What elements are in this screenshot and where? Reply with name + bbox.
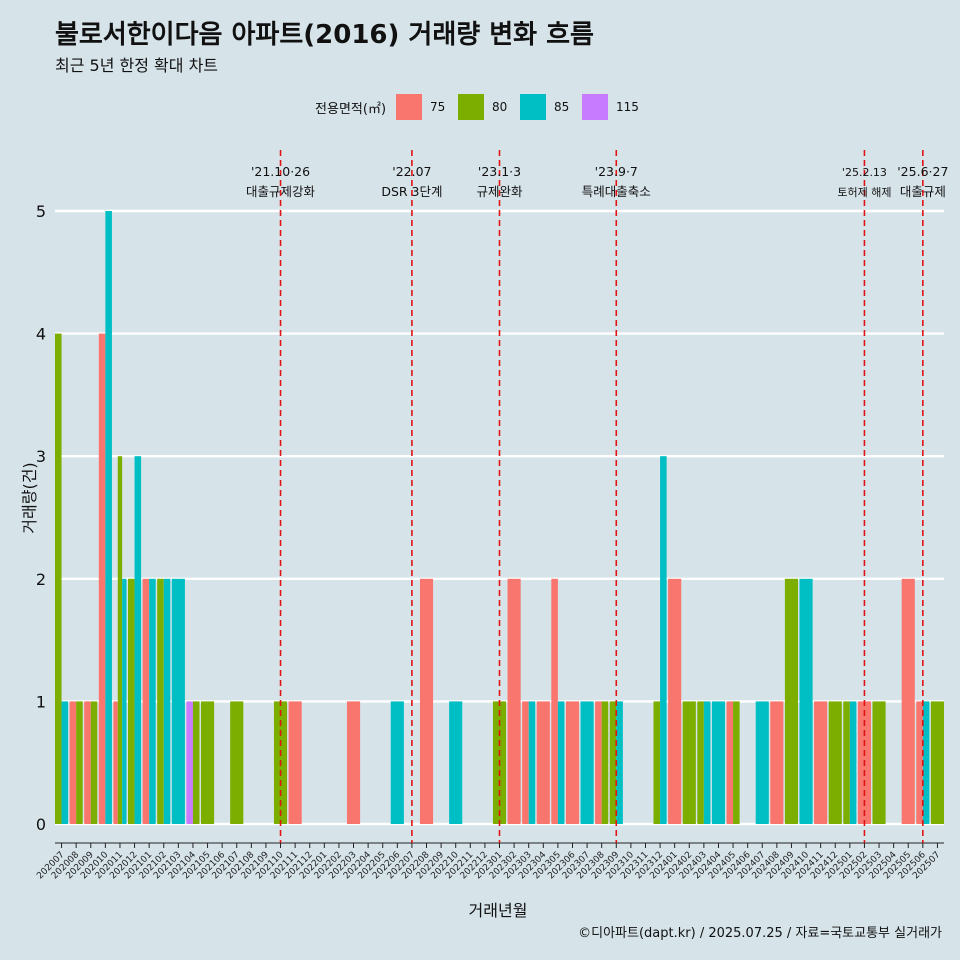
bar bbox=[346, 701, 361, 824]
bar bbox=[580, 701, 594, 824]
legend-label-75: 75 bbox=[430, 100, 446, 114]
bar bbox=[61, 701, 69, 824]
bar bbox=[814, 701, 828, 824]
bar bbox=[668, 578, 682, 824]
legend-key-80 bbox=[458, 94, 485, 120]
event-name-label: DSR 3단계 bbox=[381, 184, 442, 199]
bar bbox=[755, 701, 769, 824]
bar bbox=[149, 578, 156, 824]
event-date-label: '23.9·7 bbox=[595, 164, 638, 179]
bar bbox=[105, 211, 112, 824]
legend-key-75 bbox=[396, 94, 423, 120]
event-name-label: 대출규제강화 bbox=[246, 184, 316, 199]
bar bbox=[127, 578, 135, 824]
event-date-label: '23.1·3 bbox=[478, 164, 521, 179]
bar bbox=[616, 701, 623, 824]
event-name-label: 특례대출축소 bbox=[582, 184, 651, 199]
bar bbox=[186, 701, 193, 824]
bar bbox=[230, 701, 244, 824]
bar bbox=[595, 701, 602, 824]
legend-key-115 bbox=[582, 94, 609, 120]
bar bbox=[726, 701, 734, 824]
bar bbox=[449, 701, 463, 824]
event-name-label: 토허제 해제 bbox=[837, 185, 891, 199]
bar bbox=[419, 578, 434, 824]
y-axis-label: 거래량(건) bbox=[20, 462, 39, 534]
bar bbox=[390, 701, 404, 824]
bar bbox=[76, 701, 83, 824]
y-tick-label: 0 bbox=[36, 815, 46, 834]
y-tick-label: 3 bbox=[36, 447, 46, 466]
chart-title: 불로서한이다음 아파트(2016) 거래량 변화 흐름 bbox=[55, 20, 594, 50]
bar bbox=[849, 701, 857, 824]
legend-label-85: 85 bbox=[554, 100, 570, 114]
bar bbox=[551, 578, 558, 824]
event-date-label: '25.2.13 bbox=[842, 166, 887, 179]
bar bbox=[117, 456, 123, 824]
y-tick-label: 2 bbox=[36, 570, 46, 589]
legend: 전용면적(㎡) 75 80 85 115 bbox=[0, 94, 960, 120]
event-date-label: '22.07 bbox=[392, 164, 431, 179]
bar bbox=[69, 701, 77, 824]
bar bbox=[565, 701, 580, 824]
bar bbox=[784, 578, 799, 824]
bar bbox=[55, 333, 62, 824]
bar bbox=[711, 701, 726, 824]
bar bbox=[171, 578, 185, 824]
bar bbox=[113, 701, 118, 824]
legend-title: 전용면적(㎡) bbox=[315, 101, 387, 117]
bar bbox=[770, 701, 784, 824]
bar bbox=[703, 701, 711, 824]
source-caption: ©디아파트(dapt.kr) / 2025.07.25 / 자료=국토교통부 실… bbox=[578, 926, 942, 941]
event-date-label: '25.6·27 bbox=[897, 164, 948, 179]
bar bbox=[536, 701, 550, 824]
bar bbox=[601, 701, 609, 824]
bar bbox=[557, 701, 565, 824]
legend-item-80: 80 bbox=[458, 94, 514, 120]
bar bbox=[522, 701, 529, 824]
bar bbox=[682, 701, 696, 824]
bar bbox=[828, 701, 842, 824]
legend-item-115: 115 bbox=[582, 94, 639, 120]
bar bbox=[660, 456, 667, 824]
bar bbox=[697, 701, 704, 824]
bar bbox=[733, 701, 740, 824]
bar bbox=[609, 701, 617, 824]
bar bbox=[653, 701, 661, 824]
bar bbox=[200, 701, 215, 824]
bar bbox=[916, 701, 923, 824]
bar bbox=[98, 333, 106, 824]
bar bbox=[90, 701, 98, 824]
legend-item-85: 85 bbox=[520, 94, 576, 120]
event-date-label: '21.10·26 bbox=[251, 164, 310, 179]
chart-subtitle: 최근 5년 한정 확대 차트 bbox=[55, 56, 219, 75]
bar bbox=[507, 578, 521, 824]
bar bbox=[142, 578, 150, 824]
y-tick-label: 1 bbox=[36, 692, 46, 711]
y-tick-label: 4 bbox=[36, 325, 46, 344]
bar bbox=[288, 701, 302, 824]
legend-label-80: 80 bbox=[492, 100, 508, 114]
legend-key-85 bbox=[520, 94, 547, 120]
legend-label-115: 115 bbox=[616, 100, 639, 114]
bar bbox=[922, 701, 930, 824]
x-axis-label: 거래년월 bbox=[468, 901, 528, 920]
legend-item-75: 75 bbox=[396, 94, 452, 120]
y-tick-label: 5 bbox=[36, 202, 46, 221]
bar bbox=[163, 578, 171, 824]
bar bbox=[84, 701, 91, 824]
bar bbox=[901, 578, 915, 824]
bar bbox=[872, 701, 886, 824]
event-name-label: 대출규제 bbox=[900, 184, 946, 199]
bar bbox=[134, 456, 142, 824]
bar bbox=[122, 578, 127, 824]
bar bbox=[930, 701, 944, 824]
bar bbox=[799, 578, 813, 824]
bar bbox=[192, 701, 200, 824]
bar bbox=[157, 578, 164, 824]
event-name-label: 규제완화 bbox=[476, 184, 523, 199]
bar bbox=[528, 701, 536, 824]
bar bbox=[843, 701, 850, 824]
